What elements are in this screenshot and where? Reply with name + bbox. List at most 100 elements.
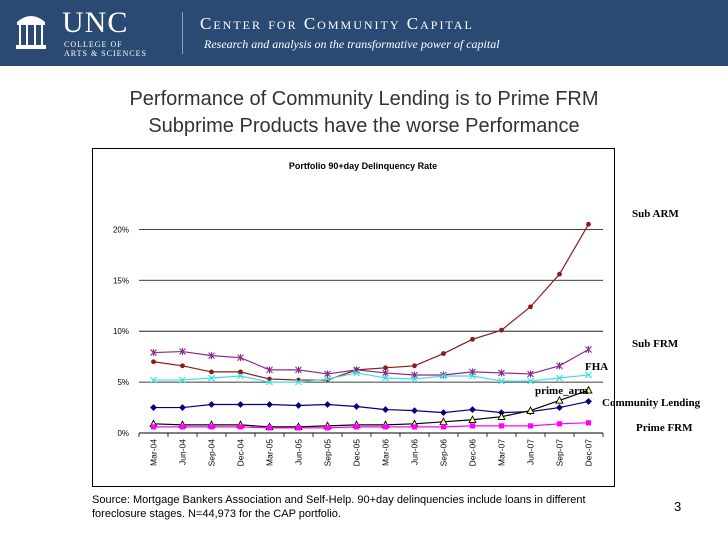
data-point xyxy=(526,406,535,414)
chart-gridlines xyxy=(139,228,603,383)
series-label-sub-frm: Sub FRM xyxy=(632,338,679,350)
data-point xyxy=(295,378,302,386)
data-point xyxy=(469,372,476,380)
center-name: Center for Community Capital xyxy=(200,14,474,33)
data-point xyxy=(324,370,331,378)
data-point xyxy=(238,369,243,375)
data-point xyxy=(440,409,447,417)
data-point xyxy=(295,402,302,409)
series-prime-arm xyxy=(150,369,592,386)
data-point xyxy=(151,359,156,365)
x-tick-label: Dec-07 xyxy=(584,439,594,467)
data-point xyxy=(470,336,475,342)
data-point xyxy=(498,369,505,377)
x-tick-label: Mar-06 xyxy=(381,439,391,466)
data-point xyxy=(585,346,592,354)
data-point xyxy=(382,424,389,430)
data-point xyxy=(237,372,244,380)
data-point xyxy=(469,423,476,429)
data-point xyxy=(527,370,534,378)
data-point xyxy=(527,377,534,385)
header-divider xyxy=(182,12,183,54)
data-point xyxy=(411,424,418,430)
data-point xyxy=(179,404,186,411)
data-point xyxy=(382,369,389,377)
data-point xyxy=(469,406,476,413)
x-tick-label: Sep-04 xyxy=(207,439,217,467)
x-tick-label: Mar-04 xyxy=(149,439,159,466)
data-point xyxy=(498,377,505,385)
series-line xyxy=(153,389,589,428)
data-point xyxy=(382,374,389,382)
slide-header: UNC COLLEGE OF ARTS & SCIENCES Center fo… xyxy=(0,0,728,66)
data-point xyxy=(498,423,505,429)
series-line xyxy=(153,223,590,381)
series-label-sub-arm: Sub ARM xyxy=(632,208,679,220)
data-point xyxy=(237,424,244,430)
data-point xyxy=(179,348,186,356)
slide-title-line-1: Performance of Community Lending is to P… xyxy=(129,88,599,110)
x-tick-label: Dec-06 xyxy=(468,439,478,467)
data-point xyxy=(150,349,157,357)
data-point xyxy=(295,425,302,431)
data-point xyxy=(585,398,592,405)
data-point xyxy=(527,423,534,429)
y-tick-label: 20% xyxy=(113,225,129,234)
x-tick-label: Dec-04 xyxy=(236,439,246,467)
page-number: 3 xyxy=(674,499,682,514)
data-point xyxy=(440,371,447,379)
y-tick-label: 0% xyxy=(117,429,129,438)
data-point xyxy=(208,374,215,382)
data-point xyxy=(556,362,563,370)
x-tick-label: Sep-07 xyxy=(555,439,565,467)
data-point xyxy=(324,401,331,408)
x-tick-label: Jun-05 xyxy=(294,439,304,465)
data-point xyxy=(411,375,418,383)
series-line xyxy=(153,348,589,376)
slide-title-line-2: Subprime Products have the worse Perform… xyxy=(148,115,580,137)
data-point xyxy=(208,401,215,408)
unc-logo-text: UNC xyxy=(62,6,129,39)
data-point xyxy=(209,369,214,375)
data-point xyxy=(497,412,506,420)
x-tick-label: Mar-07 xyxy=(497,439,507,466)
data-point xyxy=(266,401,273,408)
data-point xyxy=(266,378,273,386)
data-point xyxy=(556,421,563,427)
data-point xyxy=(150,376,157,384)
data-point xyxy=(586,221,591,227)
x-tick-label: Jun-04 xyxy=(178,439,188,465)
data-point xyxy=(556,404,563,411)
data-point xyxy=(468,415,477,424)
data-point xyxy=(411,407,418,414)
data-point xyxy=(180,363,185,369)
series-sub-frm xyxy=(150,346,592,379)
data-point xyxy=(555,395,564,404)
x-tick-label: Mar-05 xyxy=(265,439,275,466)
source-note: Source: Mortgage Bankers Association and… xyxy=(92,494,586,520)
series-label-prime-arm: prime_arm xyxy=(535,385,589,397)
data-point xyxy=(440,372,447,380)
data-point xyxy=(324,425,331,431)
unc-college-label: COLLEGE OF xyxy=(64,40,123,49)
data-point xyxy=(208,352,215,360)
chart-series xyxy=(149,221,593,431)
data-point xyxy=(353,424,360,430)
data-point xyxy=(295,366,302,374)
data-point xyxy=(441,351,446,356)
data-point xyxy=(557,271,562,277)
chart-frame: Portfolio 90+day Delinquency Rate 0% 5% 10… xyxy=(92,148,615,487)
data-point xyxy=(266,425,273,431)
data-point xyxy=(266,366,273,374)
x-tick-label: Jun-07 xyxy=(526,439,536,465)
center-tagline: Research and analysis on the transformat… xyxy=(204,37,500,51)
data-point xyxy=(324,375,331,383)
series-label-prime-frm: Prime FRM xyxy=(636,422,693,434)
x-tick-label: Dec-05 xyxy=(352,439,362,467)
x-tick-label: Sep-05 xyxy=(323,439,333,467)
series-prime-frm xyxy=(150,420,592,431)
data-point xyxy=(179,424,186,430)
chart-title: Portfolio 90+day Delinquency Rate xyxy=(289,161,437,171)
old-well-logo-icon xyxy=(16,16,46,49)
data-point xyxy=(353,369,360,377)
